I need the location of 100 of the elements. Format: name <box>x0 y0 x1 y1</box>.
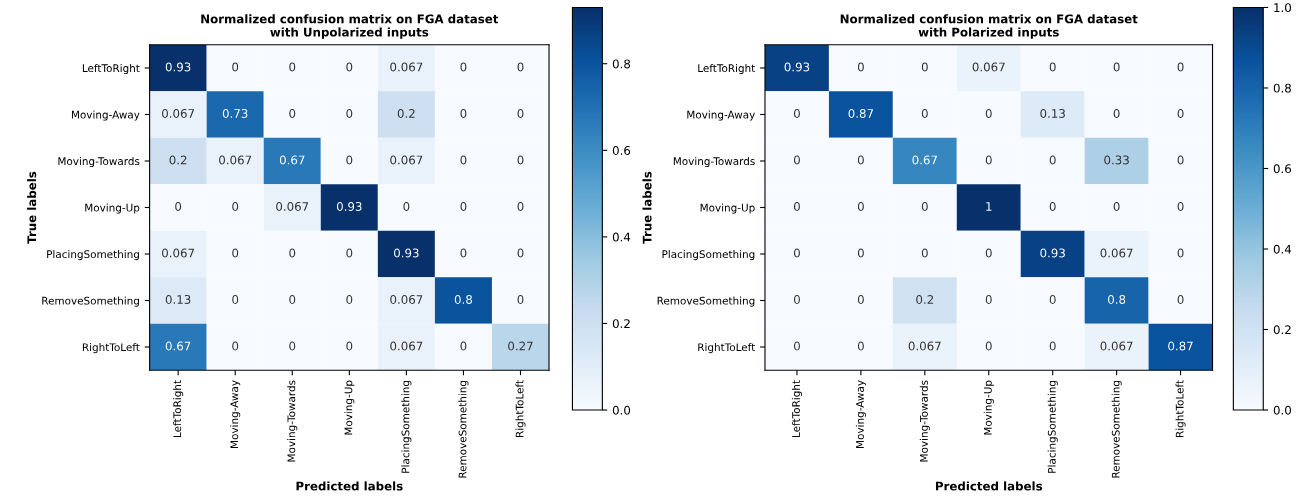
data-label: 0.067 <box>1100 341 1133 351</box>
color-bar-label: 1.0 <box>1274 3 1291 13</box>
data-label: 0 <box>921 201 928 211</box>
data-label: 0 <box>1177 295 1184 304</box>
data-label: 0.13 <box>165 295 191 304</box>
y-axis-title: True labels <box>642 171 652 244</box>
y-tick-label: PlacingSomething <box>47 250 139 261</box>
data-label: 0.67 <box>912 155 937 165</box>
data-label: 0 <box>985 155 992 165</box>
data-label: 0.067 <box>162 108 195 118</box>
data-label: 0 <box>517 295 524 304</box>
data-label: 0 <box>857 248 864 258</box>
y-tick-label: Moving-Up <box>85 203 140 214</box>
color-bar-label: 0.2 <box>612 319 630 329</box>
data-label: 0 <box>1177 248 1184 258</box>
data-label: 0.87 <box>1168 341 1193 351</box>
data-label: 0 <box>793 248 800 258</box>
data-label: 0 <box>1177 155 1184 165</box>
data-label: 0 <box>346 295 353 304</box>
x-axis-title: Predicted labels <box>935 481 1043 491</box>
y-tick-label: LeftToRight <box>82 64 140 75</box>
data-label: 0 <box>857 295 864 304</box>
y-tick-label: Moving-Towards <box>58 157 140 168</box>
data-label: 0 <box>517 155 524 165</box>
color-bar-label: 0.2 <box>1273 325 1291 335</box>
data-label: 0 <box>793 108 800 118</box>
y-tick-label: LeftToRight <box>698 64 756 75</box>
data-label: 0.067 <box>219 155 252 165</box>
x-tick-label: Moving-Away <box>230 380 241 448</box>
x-tick-label: Moving-Away <box>855 380 866 448</box>
data-label: 0 <box>346 155 353 165</box>
data-label: 0 <box>1177 62 1184 72</box>
color-bar-label: 0.6 <box>1273 164 1292 174</box>
color-bar-label: 0.4 <box>612 232 631 242</box>
x-tick-label: RightToLeft <box>1175 380 1186 437</box>
data-label: 0 <box>289 108 296 118</box>
data-label: 0.93 <box>336 201 362 211</box>
data-label: 0 <box>232 62 239 72</box>
data-label: 0 <box>1113 108 1120 118</box>
color-bar-label: 0.6 <box>612 146 631 155</box>
data-label: 0 <box>403 201 410 211</box>
data-label: 0.067 <box>390 62 423 72</box>
data-label: 0 <box>175 201 182 211</box>
data-label: 0.067 <box>972 62 1005 72</box>
y-tick-label: Moving-Towards <box>673 157 755 168</box>
data-label: 0 <box>460 341 467 351</box>
data-label: 0 <box>985 295 992 304</box>
data-label: 0.067 <box>162 248 195 258</box>
data-label: 0 <box>1113 62 1120 72</box>
data-label: 0 <box>793 341 800 351</box>
data-label: 0 <box>517 201 524 211</box>
data-label: 0.13 <box>1040 108 1065 118</box>
y-tick-label: RemoveSomething <box>42 296 139 307</box>
data-label: 0 <box>232 295 239 304</box>
data-label: 0 <box>1049 201 1056 211</box>
data-label: 0.67 <box>279 155 305 165</box>
data-label: 0.73 <box>222 108 248 118</box>
data-label: 0.067 <box>276 201 309 211</box>
data-label: 0 <box>460 248 467 258</box>
x-tick-label: RightToLeft <box>515 380 526 437</box>
color-bar-label: 0.0 <box>1273 405 1291 415</box>
color-bar-label: 0.8 <box>612 59 631 69</box>
data-label: 0 <box>346 62 353 72</box>
data-label: 0 <box>921 108 928 118</box>
data-label: 0.33 <box>1104 155 1129 165</box>
y-tick-label: Moving-Away <box>71 110 140 121</box>
data-label: 0.2 <box>397 108 415 118</box>
data-label: 0 <box>289 341 296 351</box>
data-label: 0 <box>1049 341 1056 351</box>
y-tick-label: Moving-Up <box>700 203 755 214</box>
data-label: 0 <box>857 62 864 72</box>
data-label: 0 <box>289 62 296 72</box>
x-tick-label: Moving-Up <box>983 380 994 435</box>
x-tick-label: PlacingSomething <box>401 380 412 473</box>
color-bar-label: 0.4 <box>1273 244 1292 254</box>
color-bar-label: 0.0 <box>612 405 631 415</box>
data-label: 0.067 <box>390 295 423 304</box>
data-label: 0 <box>517 248 524 258</box>
data-label: 0.87 <box>848 108 874 118</box>
data-label: 0.2 <box>916 295 934 304</box>
data-label: 0 <box>346 341 353 351</box>
data-label: 0.93 <box>394 248 419 258</box>
data-label: 0.67 <box>165 341 191 351</box>
x-tick-label: PlacingSomething <box>1047 380 1058 473</box>
data-label: 0.2 <box>169 155 187 165</box>
data-label: 1 <box>986 202 992 211</box>
y-tick-label: PlacingSomething <box>662 250 755 261</box>
data-label: 0.067 <box>390 155 423 165</box>
data-label: 0 <box>985 248 992 258</box>
x-axis-title: Predicted labels <box>296 481 403 491</box>
data-label: 0.067 <box>390 341 423 351</box>
y-axis-title: True labels <box>27 171 37 244</box>
data-label: 0 <box>460 108 467 118</box>
data-label: 0 <box>346 248 353 258</box>
data-label: 0 <box>793 155 800 165</box>
data-label: 0 <box>985 341 992 351</box>
data-label: 0 <box>460 155 467 165</box>
y-tick-label: RightToLeft <box>82 343 140 354</box>
x-tick-label: RemoveSomething <box>1111 380 1122 478</box>
x-tick-label: Moving-Towards <box>287 380 298 462</box>
